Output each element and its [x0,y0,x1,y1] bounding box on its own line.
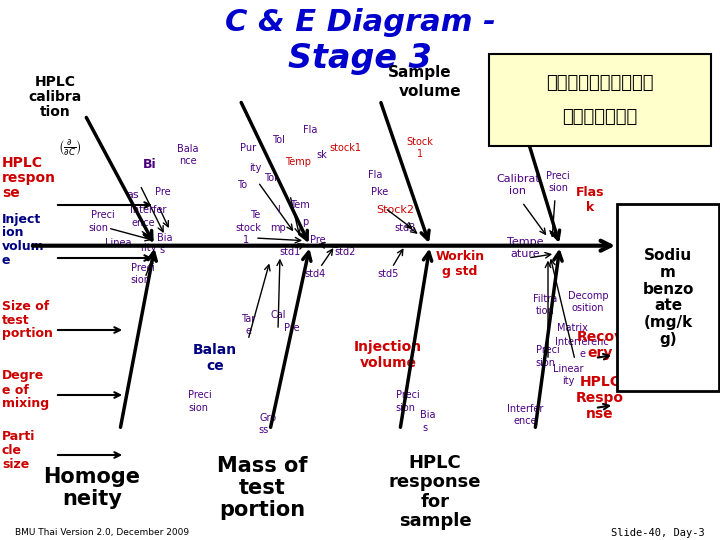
Text: Tar
e: Tar e [241,314,255,336]
Text: as: as [127,190,139,200]
Text: sk: sk [317,150,328,160]
Text: std1: std1 [279,247,301,257]
FancyBboxPatch shape [617,204,719,391]
Text: Workin
g std: Workin g std [436,249,485,278]
Text: Linear
ity: Linear ity [553,364,583,386]
Text: Preci
sion: Preci sion [546,171,570,193]
Text: Pre: Pre [310,235,326,245]
Text: sion: sion [88,223,108,233]
Text: Prods: Prods [497,63,523,73]
Text: BMU Thai Version 2.0, December 2009: BMU Thai Version 2.0, December 2009 [15,529,189,537]
Text: Sodiu
m
benzo
ate
(mg/k
g): Sodiu m benzo ate (mg/k g) [642,248,693,347]
Text: mp: mp [270,223,286,233]
Text: Mass of
test
portion: Mass of test portion [217,456,307,519]
Text: Preci: Preci [396,390,420,400]
Text: p: p [302,217,308,227]
Text: Stock2: Stock2 [376,205,414,215]
Text: std2: std2 [334,247,356,257]
Text: l: l [276,205,279,215]
Text: Pke: Pke [372,187,389,197]
Text: Interfer
ence: Interfer ence [507,404,543,426]
FancyBboxPatch shape [489,54,711,146]
Text: Slide-40, Day-3: Slide-40, Day-3 [611,528,705,538]
Text: sion: sion [130,275,150,285]
Text: Bia: Bia [157,233,173,243]
Text: 1: 1 [243,235,249,245]
Text: C & E Diagram -: C & E Diagram - [225,8,495,37]
Text: ence: ence [131,218,155,228]
Text: s: s [159,245,165,255]
Text: ss: ss [259,425,269,435]
Text: Cal: Cal [270,310,286,320]
Text: HPLC
calibra
tion: HPLC calibra tion [28,75,81,119]
Text: std3: std3 [395,223,415,233]
Text: ดเพมเตม: ดเพมเตม [562,108,638,126]
Text: stock1: stock1 [329,143,361,153]
Text: Pre: Pre [284,323,300,333]
Text: Fla: Fla [368,170,382,180]
Text: s: s [423,423,428,433]
Text: std5: std5 [377,269,399,279]
Text: Size of
test
portion: Size of test portion [2,300,53,341]
Text: To: To [237,180,247,190]
Text: Temp: Temp [285,157,311,167]
Text: Interferenc
e: Interferenc e [555,337,609,359]
Text: Tem: Tem [290,200,310,210]
Text: std4: std4 [305,269,325,279]
Text: volume: volume [399,84,462,99]
Text: Stage 3: Stage 3 [288,42,432,75]
Text: sion: sion [395,403,415,413]
Text: Interfer: Interfer [130,205,166,215]
Text: Tol: Tol [264,173,276,183]
Text: Gro: Gro [259,413,276,423]
Text: Injection
volume: Injection volume [354,340,422,369]
Text: Matrix: Matrix [557,323,588,333]
Text: Tol: Tol [271,135,284,145]
Text: Bia: Bia [420,410,436,420]
Text: Linea: Linea [104,238,131,248]
Text: Pre: Pre [156,187,171,197]
Text: sion: sion [188,403,208,413]
Text: Stock
1: Stock 1 [407,137,433,159]
Text: Preci: Preci [131,263,155,273]
Text: HPLC
respon
se: HPLC respon se [2,156,56,200]
Text: Preci: Preci [91,210,115,220]
Text: ใสรายละเอย: ใสรายละเอย [546,74,654,92]
Text: Preci: Preci [188,390,212,400]
Text: Flas
k: Flas k [576,186,604,214]
Text: Bala
nce: Bala nce [177,144,199,166]
Text: Preci: Preci [536,345,560,355]
Text: Degre
e of
mixing: Degre e of mixing [2,369,49,410]
Text: Te: Te [250,210,260,220]
Text: Calibrat
ion: Calibrat ion [496,174,540,196]
Text: Homoge
neity: Homoge neity [43,467,140,509]
Text: ity: ity [249,163,261,173]
Text: Balan
ce: Balan ce [193,343,237,373]
Text: Bi: Bi [143,159,157,172]
Text: $\left(\frac{\partial}{\partial C}\right)$: $\left(\frac{\partial}{\partial C}\right… [58,138,82,158]
Text: HPLC
Respo
nse: HPLC Respo nse [576,375,624,421]
Text: Tempe
ature: Tempe ature [507,237,544,259]
Text: Filtra
tion: Filtra tion [533,294,557,316]
Text: Pur: Pur [240,143,256,153]
Text: sion: sion [535,358,555,368]
Text: Recov
ery: Recov ery [577,330,624,360]
Text: Parti
cle
size: Parti cle size [2,429,35,470]
Text: Sample: Sample [388,64,452,79]
Text: rity: rity [140,243,156,253]
Text: Decomp
osition: Decomp osition [567,291,608,313]
Text: stock: stock [235,223,261,233]
Text: Inject
ion
volum
e: Inject ion volum e [2,213,45,267]
Text: HPLC
response
for
sample: HPLC response for sample [389,454,481,530]
Text: Fla: Fla [303,125,318,135]
